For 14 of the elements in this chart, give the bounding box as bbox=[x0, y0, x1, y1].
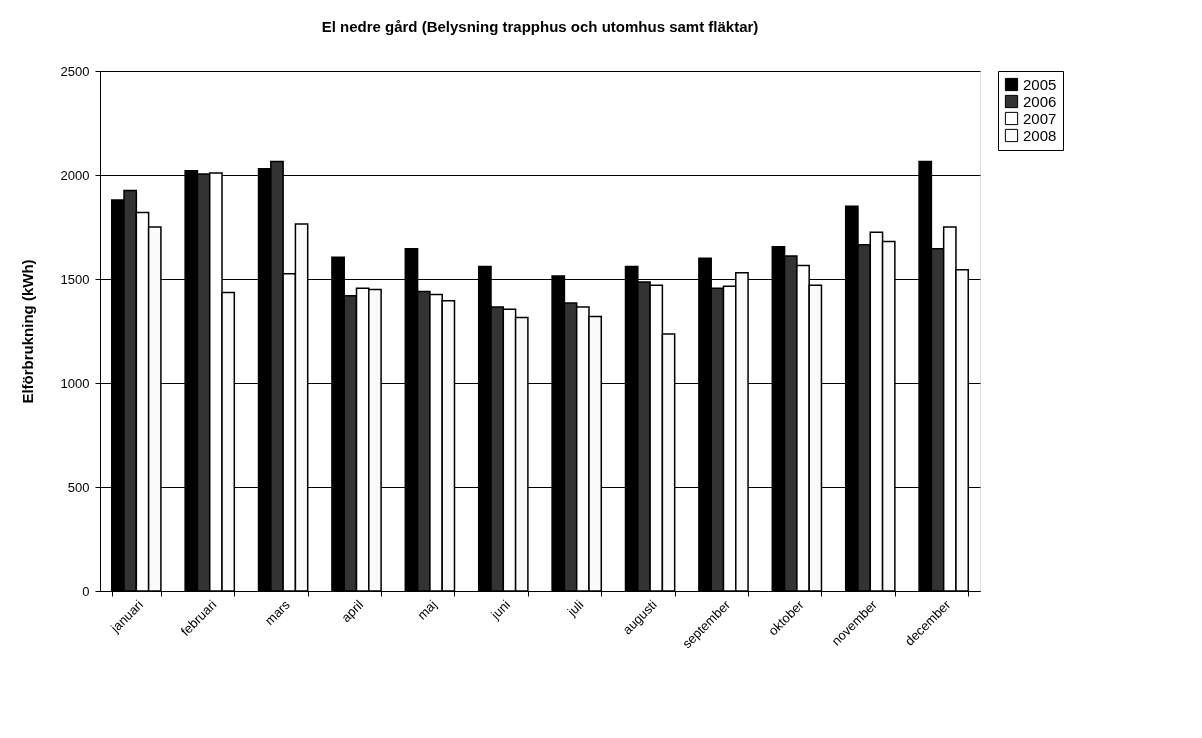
y-tick-label: 0 bbox=[82, 583, 90, 599]
legend-label: 2005 bbox=[1023, 75, 1057, 93]
legend-label: 2006 bbox=[1023, 92, 1057, 110]
legend-label: 2008 bbox=[1023, 126, 1057, 144]
chart-title: El nedre gård (Belysning trapphus och utomhus samt fläktar) bbox=[321, 18, 759, 35]
y-tick-label: 2000 bbox=[60, 167, 90, 183]
y-tick-label: 1500 bbox=[60, 271, 90, 287]
x-tick-label: juli bbox=[563, 597, 587, 620]
y-axis-title: Elförbrukning (kWh) bbox=[18, 259, 36, 404]
y-tick-label: 500 bbox=[67, 479, 90, 495]
x-tick-label: maj bbox=[414, 597, 440, 623]
legend-label: 2007 bbox=[1023, 109, 1057, 127]
y-tick-label: 1000 bbox=[60, 375, 90, 391]
y-tick-label: 2500 bbox=[60, 63, 90, 79]
